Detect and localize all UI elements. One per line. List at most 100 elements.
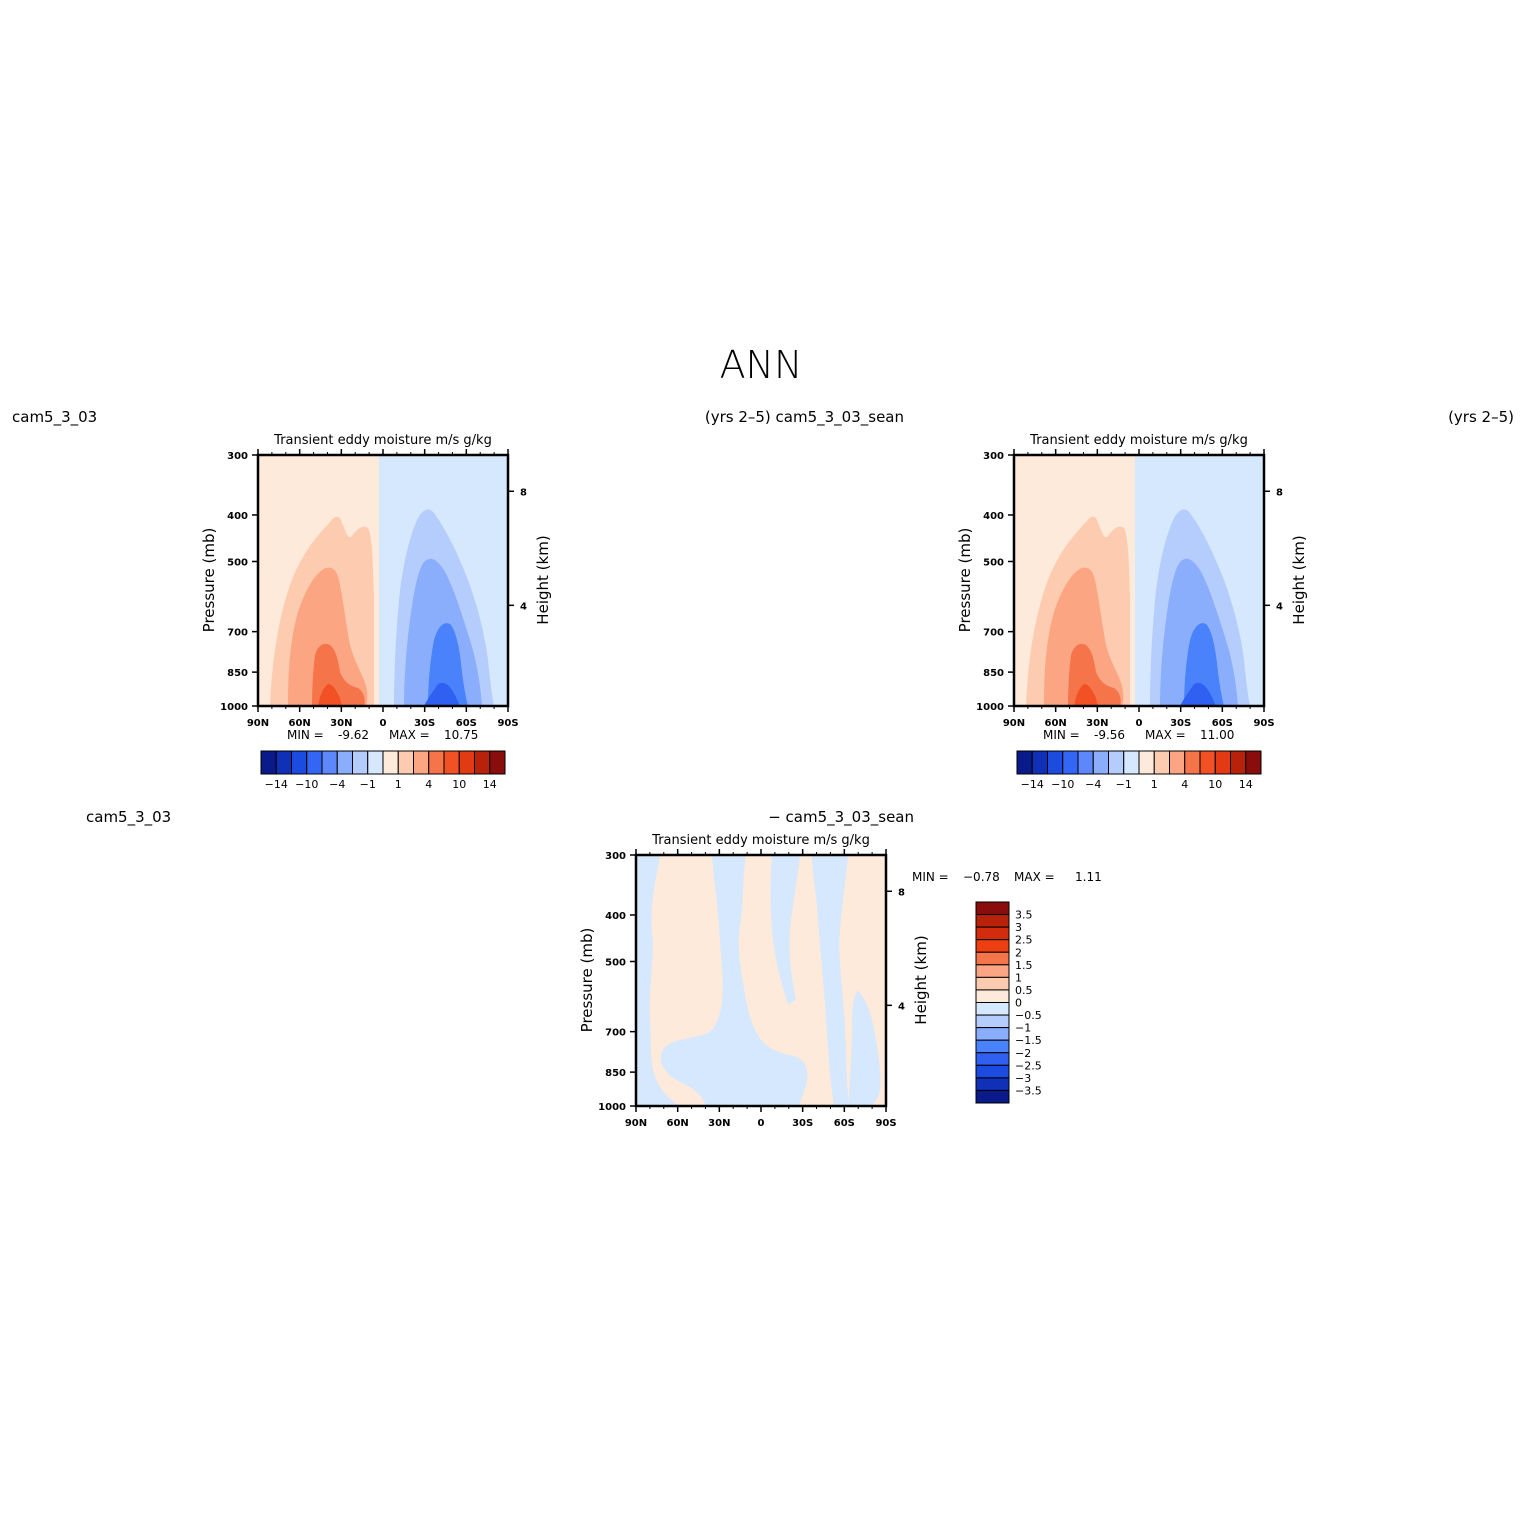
- bottom-ylabel-right: Height (km): [912, 935, 930, 1024]
- top-left-colorbar-label: 10: [452, 778, 466, 791]
- bottom-colorbar-label: 0: [1015, 997, 1022, 1010]
- bottom-colorbar-box: [975, 1014, 1010, 1029]
- bottom-colorbar-box: [975, 989, 1010, 1003]
- top-right-colorbar-box: [1245, 750, 1262, 775]
- top-left-xtick-label: 60S: [456, 718, 477, 729]
- top-left-colorbar-label: 4: [425, 778, 432, 791]
- top-right-colorbar-box: [1138, 750, 1155, 775]
- top-right-colorbar-label: 10: [1208, 778, 1222, 791]
- top-left-xtick-label: 30N: [330, 718, 352, 729]
- top-left-ytick-label: 700: [227, 628, 248, 639]
- top-right-colorbar-box: [1153, 750, 1170, 775]
- top-left-colorbar-box: [275, 750, 292, 775]
- bottom-colorbar-label: −3.5: [1015, 1084, 1042, 1097]
- bottom-contour-neg-band-2: [660, 855, 808, 1106]
- top-left-colorbar-box: [367, 750, 384, 775]
- bottom-ytick-label: 300: [605, 851, 626, 862]
- top-right-panel: Transient eddy moisture m/s g/kg 90N 60N 3…: [956, 433, 1308, 791]
- top-left-colorbar-box: [260, 750, 277, 775]
- bottom-colorbar-box: [975, 964, 1010, 978]
- bottom-colorbar-box: [975, 901, 1010, 916]
- top-right-xtick-label: 30N: [1086, 718, 1108, 729]
- bottom-colorbar-box: [975, 1052, 1010, 1066]
- top-right-colorbar: −14 −10 −4 −1 1 4 10 14: [1016, 750, 1262, 791]
- top-right-colorbar-box: [1123, 750, 1140, 775]
- top-right-max-label: MAX =: [1145, 728, 1186, 742]
- bottom-xtick-label: 30N: [708, 1118, 730, 1129]
- top-right-xtick-label: 0: [1136, 718, 1143, 729]
- bottom-ytick-label: 700: [605, 1028, 626, 1039]
- top-right-xtick-label: 60N: [1045, 718, 1067, 729]
- bottom-colorbar-box: [975, 1064, 1010, 1079]
- bottom-colorbar-box: [975, 976, 1010, 991]
- top-left-colorbar-box: [397, 750, 414, 775]
- top-right-ytick-label: 700: [983, 628, 1004, 639]
- bottom-diff-panel: Transient eddy moisture m/s g/kg 90N 60N 3…: [578, 833, 1102, 1129]
- top-left-xtick-label: 90S: [497, 718, 518, 729]
- bottom-contour-neg-band-3: [770, 855, 800, 1004]
- top-right-plot-area: [1012, 453, 1266, 708]
- bottom-ylabel: Pressure (mb): [578, 928, 596, 1033]
- bottom-max-label: MAX =: [1014, 870, 1055, 884]
- bottom-colorbar-box: [975, 951, 1010, 966]
- top-right-colorbar-box: [1184, 750, 1201, 775]
- top-left-max-value: 10.75: [444, 728, 478, 742]
- bottom-colorbar-label: −3: [1015, 1072, 1031, 1085]
- top-left-right-tick-label: 8: [520, 487, 527, 498]
- top-right-min-value: -9.56: [1094, 728, 1125, 742]
- bottom-colorbar-label: −2: [1015, 1047, 1031, 1060]
- top-right-chart-title: Transient eddy moisture m/s g/kg: [1029, 433, 1248, 448]
- top-left-colorbar-label: 1: [395, 778, 402, 791]
- top-left-colorbar: −14 −10 −4 −1 1 4 10 14: [260, 750, 506, 791]
- top-left-colorbar-label: −10: [295, 778, 318, 791]
- bottom-colorbar-label: −2.5: [1015, 1059, 1042, 1072]
- top-right-ylabel-right: Height (km): [1290, 535, 1308, 624]
- bottom-ytick-label: 400: [605, 911, 626, 922]
- bottom-colorbar-box: [975, 939, 1010, 953]
- top-left-plot-area: [256, 453, 510, 708]
- bottom-diff-label: − cam5_3_03_sean: [768, 808, 914, 827]
- top-left-ytick-label: 400: [227, 511, 248, 522]
- top-left-ylabel: Pressure (mb): [200, 528, 218, 633]
- top-right-colorbar-label: −1: [1116, 778, 1132, 791]
- top-right-contour-neg-5: [1180, 682, 1216, 706]
- bottom-colorbar-box: [975, 926, 1010, 941]
- top-left-colorbar-label: −1: [360, 778, 376, 791]
- bottom-colorbar-box: [975, 914, 1010, 928]
- bottom-ytick-label: 850: [605, 1068, 626, 1079]
- top-right-colorbar-box: [1169, 750, 1186, 775]
- top-right-colorbar-box: [1047, 750, 1064, 775]
- bottom-colorbar-label: 1.5: [1015, 959, 1033, 972]
- bottom-plot-area: [634, 853, 888, 1108]
- top-right-colorbar-label: 1: [1151, 778, 1158, 791]
- top-left-colorbar-box: [413, 750, 430, 775]
- top-right-years-label: (yrs 2–5): [1448, 408, 1514, 426]
- top-left-colorbar-box: [474, 750, 491, 775]
- top-left-axes: 90N 60N 30N 0 30S 60S 90S 300 400 500 700 850 1000 8 4: [220, 449, 527, 729]
- bottom-xtick-label: 60N: [667, 1118, 689, 1129]
- bottom-chart-title: Transient eddy moisture m/s g/kg: [651, 833, 870, 848]
- top-right-right-tick-label: 8: [1276, 487, 1283, 498]
- top-right-colorbar-box: [1214, 750, 1231, 775]
- top-left-max-label: MAX =: [389, 728, 430, 742]
- bottom-contour-neg-band-1: [636, 855, 680, 1106]
- top-right-ytick-label: 300: [983, 451, 1004, 462]
- bottom-right-tick-label: 8: [898, 887, 905, 898]
- bottom-min-label: MIN =: [912, 870, 949, 884]
- bottom-contour-neg-band-5: [848, 990, 881, 1106]
- top-left-contour-neg-5: [424, 682, 460, 706]
- bottom-ytick-label: 500: [605, 957, 626, 968]
- top-right-colorbar-label: 14: [1239, 778, 1253, 791]
- top-left-xtick-label: 30S: [414, 718, 435, 729]
- top-left-contour-pos-3: [288, 567, 368, 706]
- top-right-colorbar-label: −4: [1085, 778, 1101, 791]
- top-right-ylabel: Pressure (mb): [956, 528, 974, 633]
- bottom-case-label: cam5_3_03: [86, 808, 171, 827]
- top-right-colorbar-label: −10: [1051, 778, 1074, 791]
- top-left-colorbar-box: [428, 750, 445, 775]
- top-right-contour-pos-3: [1044, 567, 1124, 706]
- top-left-case-label: cam5_3_03: [12, 408, 97, 427]
- bottom-axes: 90N 60N 30N 0 30S 60S 90S 300 400 500 700 850 1000 8 4: [598, 849, 905, 1129]
